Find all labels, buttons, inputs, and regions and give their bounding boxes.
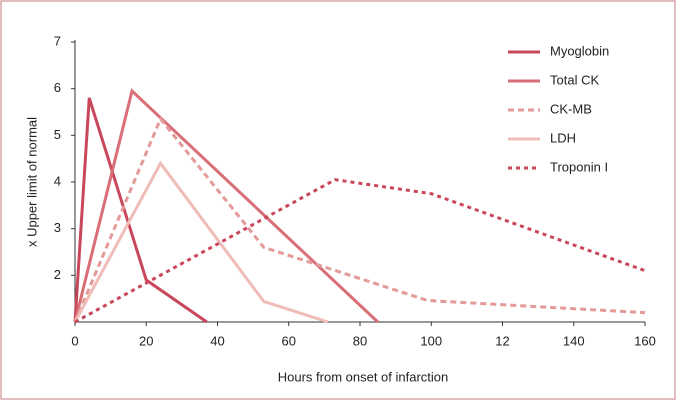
legend-label: Myoglobin	[550, 43, 609, 58]
x-tick-label: 60	[282, 333, 296, 348]
line	[74, 178, 646, 324]
y-tick-label: 5	[54, 127, 61, 142]
line	[73, 160, 329, 324]
x-axis-label: Hours from onset of infarction	[278, 369, 449, 384]
line	[73, 88, 379, 324]
legend-label: Total CK	[550, 72, 599, 87]
x-tick-label: 140	[563, 333, 585, 348]
legend-label: CK-MB	[550, 101, 592, 116]
y-axis-label: x Upper limit of normal	[24, 117, 39, 247]
x-tick-label: 12	[495, 333, 509, 348]
x-tick-label: 0	[71, 333, 78, 348]
x-tick-label: 80	[353, 333, 367, 348]
y-tick-label: 4	[54, 173, 61, 188]
y-tick-label: 6	[54, 80, 61, 95]
y-tick-label: 2	[54, 267, 61, 282]
x-tick-label: 40	[210, 333, 224, 348]
legend-label: LDH	[550, 130, 576, 145]
legend-label: Troponin I	[550, 159, 608, 174]
x-tick-label: 160	[634, 333, 656, 348]
x-tick-label: 20	[139, 333, 153, 348]
y-tick-label: 7	[54, 33, 61, 48]
y-tick-label: 3	[54, 220, 61, 235]
line	[73, 97, 208, 324]
x-tick-label: 100	[420, 333, 442, 348]
line	[73, 116, 646, 323]
